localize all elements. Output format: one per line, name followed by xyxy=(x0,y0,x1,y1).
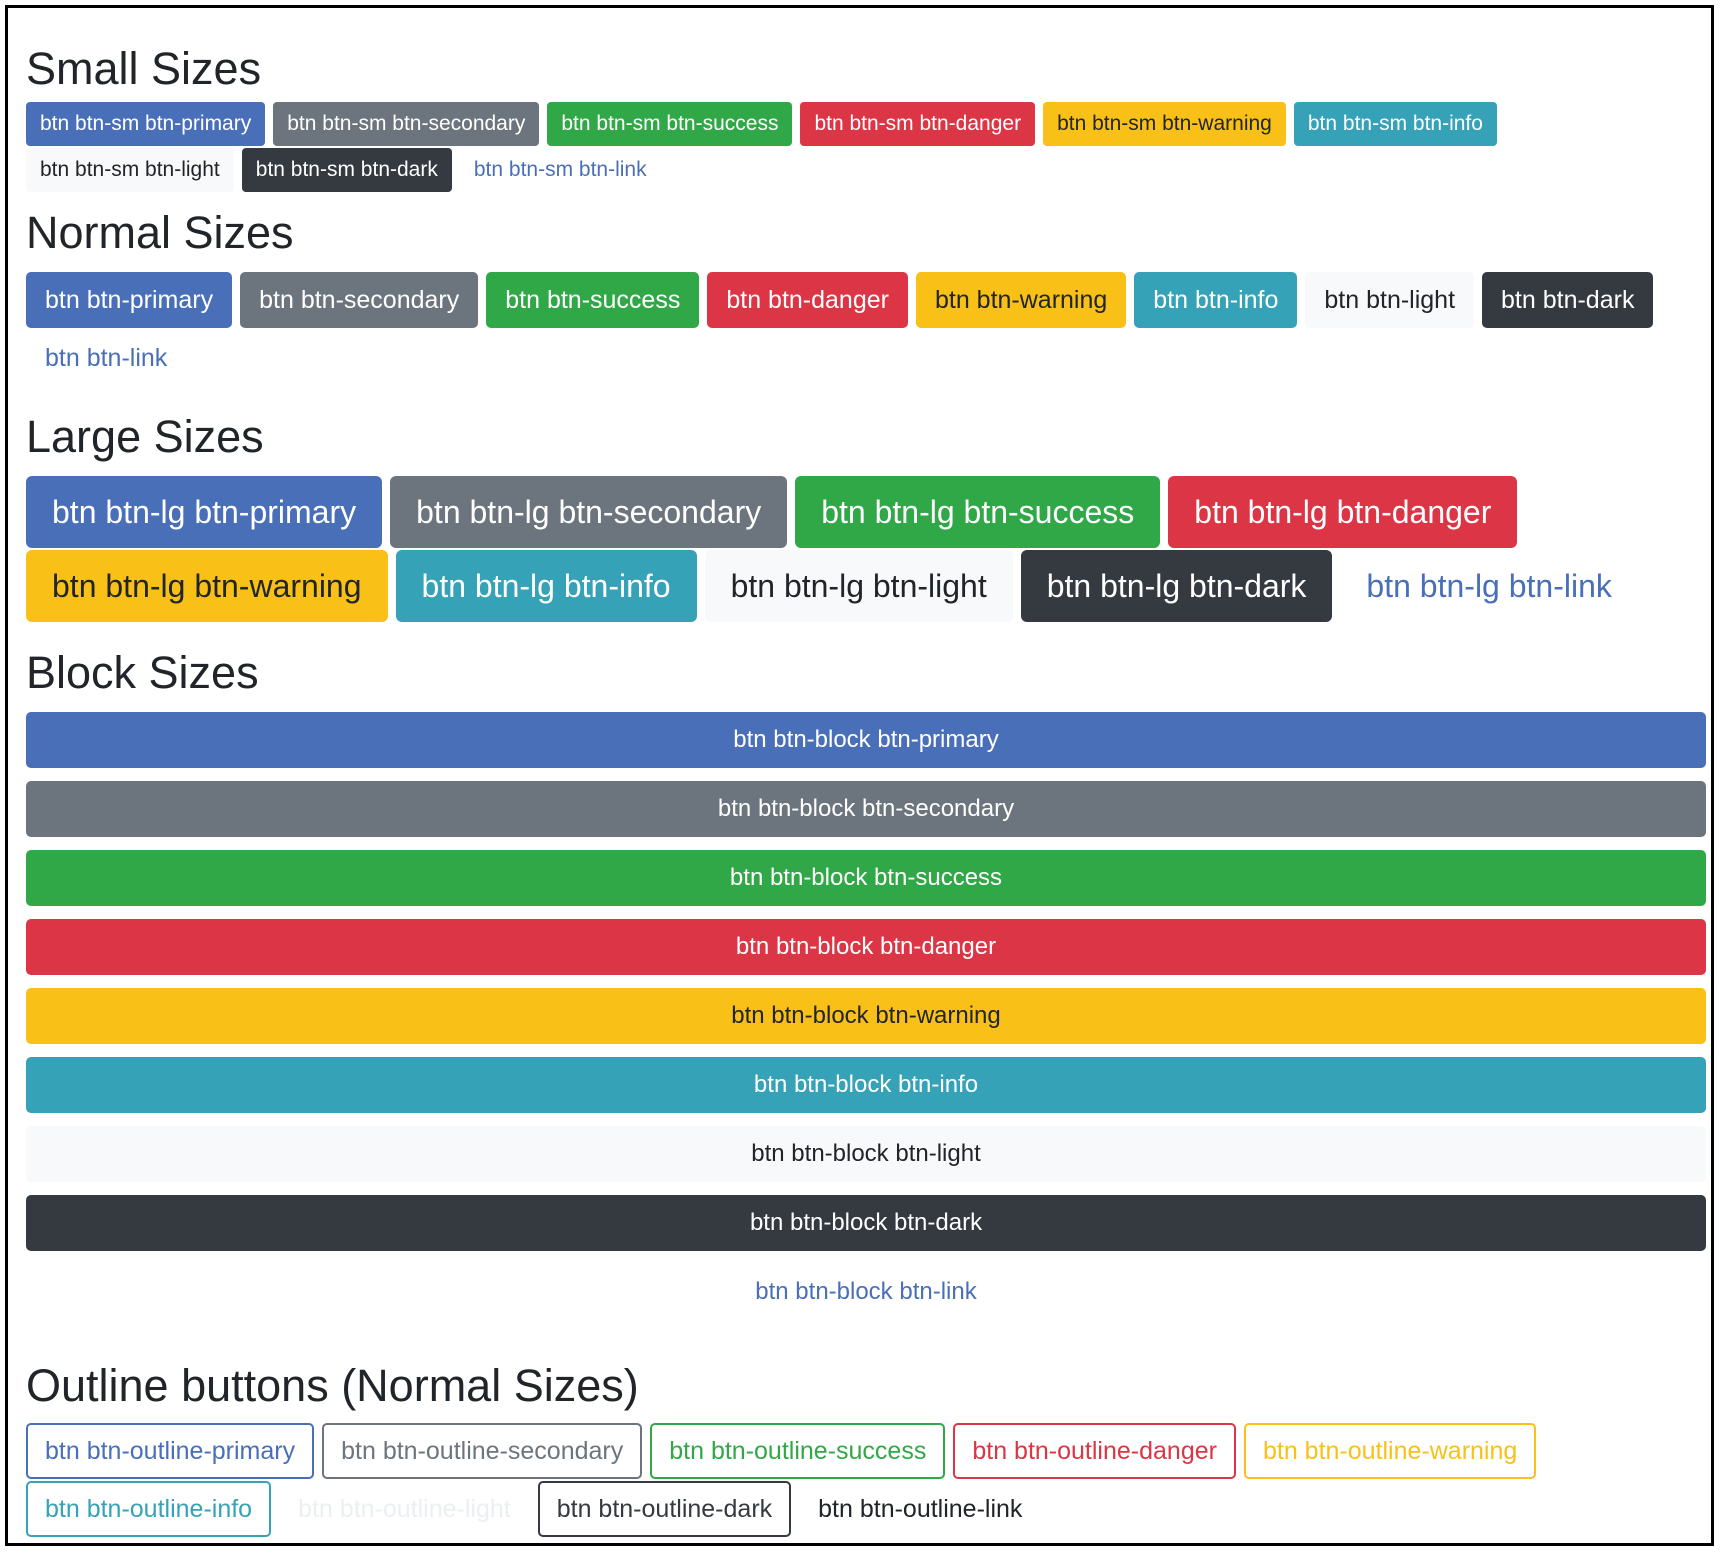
btn-lg-info[interactable]: btn btn-lg btn-info xyxy=(395,550,697,622)
btn-sm-warning[interactable]: btn btn-sm btn-warning xyxy=(1043,102,1286,146)
btn-outline-link[interactable]: btn btn-outline-link xyxy=(799,1481,1042,1537)
btn-outline-warning[interactable]: btn btn-outline-warning xyxy=(1243,1423,1537,1479)
btn-outline-primary[interactable]: btn btn-outline-primary xyxy=(26,1423,315,1479)
btn-link[interactable]: btn btn-link xyxy=(26,330,186,386)
btn-lg-success[interactable]: btn btn-lg btn-success xyxy=(795,476,1161,548)
button-row-large: btn btn-lg btn-primary btn btn-lg btn-se… xyxy=(26,476,1706,624)
section-large-sizes: Large Sizes btn btn-lg btn-primary btn b… xyxy=(26,404,1706,624)
section-small-sizes: Small Sizes btn btn-sm btn-primary btn b… xyxy=(26,36,1706,194)
btn-lg-light[interactable]: btn btn-lg btn-light xyxy=(704,550,1013,622)
btn-danger[interactable]: btn btn-danger xyxy=(707,272,908,328)
btn-block-light[interactable]: btn btn-block btn-light xyxy=(26,1126,1706,1182)
btn-sm-danger[interactable]: btn btn-sm btn-danger xyxy=(800,102,1036,146)
btn-block-danger[interactable]: btn btn-block btn-danger xyxy=(26,919,1706,975)
btn-sm-light[interactable]: btn btn-sm btn-light xyxy=(26,148,234,192)
section-title-normal: Normal Sizes xyxy=(26,207,294,258)
btn-sm-primary[interactable]: btn btn-sm btn-primary xyxy=(26,102,266,146)
btn-light[interactable]: btn btn-light xyxy=(1305,272,1475,328)
section-title-large: Large Sizes xyxy=(26,411,264,462)
section-block-sizes: Block Sizes btn btn-block btn-primary bt… xyxy=(26,640,1706,1333)
btn-sm-success[interactable]: btn btn-sm btn-success xyxy=(547,102,793,146)
btn-outline-success[interactable]: btn btn-outline-success xyxy=(650,1423,946,1479)
section-title-small: Small Sizes xyxy=(26,43,262,94)
btn-lg-primary[interactable]: btn btn-lg btn-primary xyxy=(26,476,383,548)
btn-sm-dark[interactable]: btn btn-sm btn-dark xyxy=(241,148,452,192)
btn-outline-secondary[interactable]: btn btn-outline-secondary xyxy=(322,1423,643,1479)
btn-lg-secondary[interactable]: btn btn-lg btn-secondary xyxy=(390,476,788,548)
btn-block-primary[interactable]: btn btn-block btn-primary xyxy=(26,712,1706,768)
btn-warning[interactable]: btn btn-warning xyxy=(915,272,1127,328)
button-row-normal: btn btn-primary btn btn-secondary btn bt… xyxy=(26,272,1706,388)
btn-info[interactable]: btn btn-info xyxy=(1134,272,1298,328)
btn-block-link[interactable]: btn btn-block btn-link xyxy=(26,1264,1706,1320)
btn-success[interactable]: btn btn-success xyxy=(486,272,700,328)
btn-block-info[interactable]: btn btn-block btn-info xyxy=(26,1057,1706,1113)
btn-outline-light[interactable]: btn btn-outline-light xyxy=(279,1481,530,1537)
section-title-block: Block Sizes xyxy=(26,647,259,698)
button-stack-block: btn btn-block btn-primary btn btn-block … xyxy=(26,712,1706,1333)
btn-block-secondary[interactable]: btn btn-block btn-secondary xyxy=(26,781,1706,837)
btn-sm-secondary[interactable]: btn btn-sm btn-secondary xyxy=(273,102,540,146)
btn-lg-warning[interactable]: btn btn-lg btn-warning xyxy=(26,550,388,622)
btn-sm-link[interactable]: btn btn-sm btn-link xyxy=(460,148,661,192)
btn-lg-link[interactable]: btn btn-lg btn-link xyxy=(1340,550,1637,622)
btn-block-success[interactable]: btn btn-block btn-success xyxy=(26,850,1706,906)
section-outline-buttons: Outline buttons (Normal Sizes) btn btn-o… xyxy=(26,1353,1706,1539)
btn-block-dark[interactable]: btn btn-block btn-dark xyxy=(26,1195,1706,1251)
section-title-outline: Outline buttons (Normal Sizes) xyxy=(26,1360,639,1411)
btn-outline-info[interactable]: btn btn-outline-info xyxy=(26,1481,272,1537)
btn-lg-dark[interactable]: btn btn-lg btn-dark xyxy=(1020,550,1333,622)
btn-dark[interactable]: btn btn-dark xyxy=(1482,272,1654,328)
btn-lg-danger[interactable]: btn btn-lg btn-danger xyxy=(1168,476,1518,548)
btn-block-warning[interactable]: btn btn-block btn-warning xyxy=(26,988,1706,1044)
btn-sm-info[interactable]: btn btn-sm btn-info xyxy=(1293,102,1497,146)
btn-primary[interactable]: btn btn-primary xyxy=(26,272,233,328)
btn-secondary[interactable]: btn btn-secondary xyxy=(240,272,479,328)
page-frame: Small Sizes btn btn-sm btn-primary btn b… xyxy=(5,5,1714,1546)
button-row-small: btn btn-sm btn-primary btn btn-sm btn-se… xyxy=(26,102,1706,194)
btn-outline-danger[interactable]: btn btn-outline-danger xyxy=(953,1423,1236,1479)
page-content: Small Sizes btn btn-sm btn-primary btn b… xyxy=(26,28,1706,1539)
btn-outline-dark[interactable]: btn btn-outline-dark xyxy=(537,1481,792,1537)
button-row-outline: btn btn-outline-primary btn btn-outline-… xyxy=(26,1423,1706,1539)
section-normal-sizes: Normal Sizes btn btn-primary btn btn-sec… xyxy=(26,200,1706,388)
